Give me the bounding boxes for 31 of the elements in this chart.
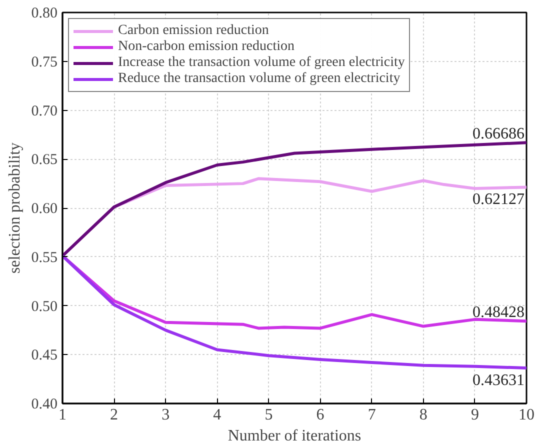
legend-label: Reduce the transaction volume of green electricity xyxy=(118,71,400,87)
y-tick-label: 0.40 xyxy=(31,396,58,412)
y-tick-label: 0.80 xyxy=(31,6,58,22)
annotation: 0.66686 xyxy=(472,126,524,143)
y-tick-label: 0.65 xyxy=(31,152,58,168)
y-tick-label: 0.50 xyxy=(31,298,58,315)
line-series xyxy=(62,254,526,370)
x-tick-label: 2 xyxy=(110,406,118,424)
line-series xyxy=(62,141,526,258)
x-tick-label: 10 xyxy=(518,406,534,424)
y-tick-label: 0.70 xyxy=(31,103,58,120)
y-tick-label: 0.75 xyxy=(31,54,58,70)
legend-label: Carbon emission reduction xyxy=(118,23,269,39)
x-tick-label: 9 xyxy=(470,406,479,424)
x-tick-label: 3 xyxy=(162,406,170,424)
y-tick-label: 0.60 xyxy=(31,201,58,217)
x-tick-label: 8 xyxy=(419,406,428,424)
annotation: 0.62127 xyxy=(472,191,524,208)
x-tick-label: 1 xyxy=(58,406,66,424)
annotation: 0.48428 xyxy=(472,304,524,322)
y-tick-label: 0.55 xyxy=(31,250,58,266)
legend-label: Non-carbon emission reduction xyxy=(118,39,295,55)
legend-label: Increase the transaction volume of green electricity xyxy=(118,55,405,71)
annotation: 0.43631 xyxy=(472,372,524,390)
x-tick-label: 6 xyxy=(316,406,324,424)
x-axis-title: Number of iterations xyxy=(228,428,362,444)
x-tick-label: 7 xyxy=(368,406,376,424)
x-tick-label: 5 xyxy=(264,406,273,424)
y-tick-label: 0.45 xyxy=(31,348,58,364)
y-axis-title: selection probability xyxy=(6,142,24,274)
x-tick-label: 4 xyxy=(213,406,222,424)
